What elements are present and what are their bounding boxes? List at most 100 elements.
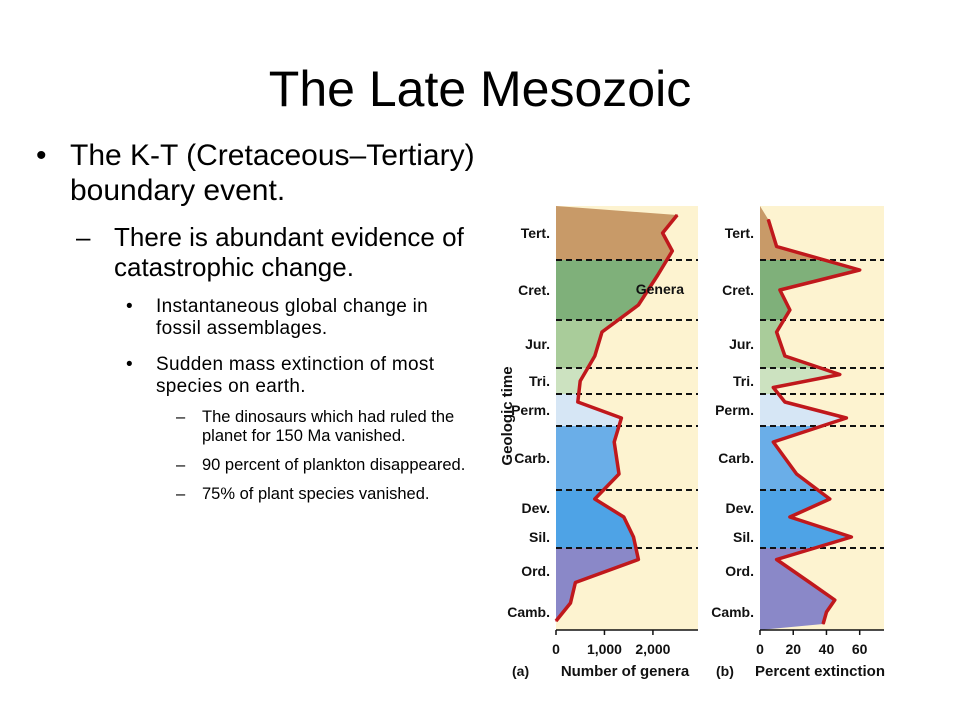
bullet-dot-icon: • xyxy=(126,296,133,317)
data-point xyxy=(776,245,778,248)
panel-a-genera: Tert. Cret. Jur. Tri. Perm. Carb. Dev. Sil. Ord.… xyxy=(507,206,698,680)
period-label: Tert. xyxy=(521,225,550,241)
period-label: Cret. xyxy=(722,282,754,298)
bullet-list: • The K-T (Cretaceous–Tertiary) boundary… xyxy=(36,138,476,504)
period-label: Dev. xyxy=(725,500,754,516)
bullet-level4-text: 75% of plant species vanished. xyxy=(202,485,430,503)
period-label: Jur. xyxy=(525,336,550,352)
period-label: Tert. xyxy=(725,225,754,241)
bullet-level3-text: Sudden mass extinction of most species o… xyxy=(156,354,435,397)
x-tick-label: 20 xyxy=(785,641,801,657)
bullet-level4-text: The dinosaurs which had ruled the planet… xyxy=(202,408,455,445)
y-axis-title: Geologic time xyxy=(499,366,516,465)
data-point xyxy=(676,214,678,216)
bullet-level1: • The K-T (Cretaceous–Tertiary) boundary… xyxy=(36,138,476,208)
extinction-figure: Tert. Cret. Jur. Tri. Perm. Carb. Dev. Sil. Ord.… xyxy=(496,198,960,720)
data-point xyxy=(594,355,596,357)
period-label: Sil. xyxy=(733,529,754,545)
data-point xyxy=(657,274,659,276)
bullet-level4: – The dinosaurs which had ruled the plan… xyxy=(176,408,476,446)
data-point xyxy=(671,250,673,252)
data-point xyxy=(601,331,603,333)
data-point xyxy=(613,441,615,443)
bullet-dot-icon: • xyxy=(36,139,47,172)
data-point xyxy=(772,441,774,443)
data-point xyxy=(776,331,778,333)
period-label: Carb. xyxy=(718,450,754,466)
bullet-dot-icon: • xyxy=(126,354,133,375)
period-label: Perm. xyxy=(715,402,754,418)
period-label: Carb. xyxy=(514,450,550,466)
panel-b-extinction: Tert. Cret. Jur. Tri. Perm. Carb. Dev. Sil. Ord.… xyxy=(711,206,885,680)
data-point xyxy=(579,380,581,382)
data-point xyxy=(772,386,774,389)
bullet-level4-text: 90 percent of plankton disappeared. xyxy=(202,456,466,474)
data-point xyxy=(555,620,557,622)
data-point xyxy=(776,558,778,561)
series-label: Genera xyxy=(636,281,684,297)
data-point xyxy=(845,417,847,419)
period-label: Cret. xyxy=(518,282,550,298)
bullet-dash-icon: – xyxy=(176,408,186,426)
bullet-dash-icon: – xyxy=(176,485,186,503)
bullet-level4: – 90 percent of plankton disappeared. xyxy=(176,456,476,475)
x-axis-label: Number of genera xyxy=(561,663,690,680)
data-point xyxy=(767,218,769,221)
bullet-level3: • Instantaneous global change in fossil … xyxy=(126,296,476,340)
period-label: Camb. xyxy=(711,604,754,620)
data-point xyxy=(789,516,791,518)
period-label: Camb. xyxy=(507,604,550,620)
panel-label: (a) xyxy=(512,663,529,679)
bullet-level3-text: Instantaneous global change in fossil as… xyxy=(156,296,429,339)
data-point xyxy=(829,498,831,500)
panel-label: (b) xyxy=(716,663,734,679)
data-point xyxy=(662,232,664,234)
x-tick-label: 40 xyxy=(819,641,835,657)
data-point xyxy=(637,558,639,561)
x-tick-label: 0 xyxy=(552,641,560,657)
data-point xyxy=(779,289,781,291)
data-point xyxy=(850,536,852,538)
bullet-level3: • Sudden mass extinction of most species… xyxy=(126,354,476,398)
data-point xyxy=(620,417,623,419)
data-point xyxy=(789,309,791,311)
bullet-dash-icon: – xyxy=(76,222,91,252)
period-label: Dev. xyxy=(521,500,550,516)
data-point xyxy=(632,536,635,538)
data-point xyxy=(859,269,861,271)
data-point xyxy=(574,581,576,584)
data-point xyxy=(839,373,841,376)
data-point xyxy=(809,581,811,584)
bullet-dash-icon: – xyxy=(176,456,186,474)
period-label: Ord. xyxy=(725,563,754,579)
data-point xyxy=(594,498,596,500)
data-point xyxy=(795,473,798,475)
x-tick-label: 2,000 xyxy=(635,641,670,657)
data-point xyxy=(577,401,579,403)
data-point xyxy=(569,602,572,604)
period-label: Tri. xyxy=(733,373,754,389)
period-label: Jur. xyxy=(729,336,754,352)
period-band xyxy=(556,206,678,260)
extinction-chart-svg: Tert. Cret. Jur. Tri. Perm. Carb. Dev. Sil. Ord.… xyxy=(499,206,885,680)
bullet-level4: – 75% of plant species vanished. xyxy=(176,485,476,504)
data-point xyxy=(623,516,625,518)
slide-title: The Late Mesozoic xyxy=(268,61,692,117)
data-point xyxy=(825,611,828,613)
x-axis-label: Percent extinction xyxy=(755,663,885,680)
x-tick-label: 0 xyxy=(756,641,764,657)
data-point xyxy=(784,401,786,403)
x-tick-label: 60 xyxy=(852,641,868,657)
bullet-level2-text: There is abundant evidence of catastroph… xyxy=(114,222,464,282)
bullet-level1-text: The K-T (Cretaceous–Tertiary) boundary e… xyxy=(70,139,475,207)
x-tick-label: 1,000 xyxy=(587,641,622,657)
period-label: Sil. xyxy=(529,529,550,545)
period-label: Perm. xyxy=(511,402,550,418)
data-point xyxy=(637,304,639,306)
data-point xyxy=(784,355,786,357)
data-point xyxy=(618,473,620,475)
bullet-level2: – There is abundant evidence of catastro… xyxy=(76,222,476,282)
period-label: Ord. xyxy=(521,563,550,579)
period-label: Tri. xyxy=(529,373,550,389)
data-point xyxy=(834,599,836,601)
